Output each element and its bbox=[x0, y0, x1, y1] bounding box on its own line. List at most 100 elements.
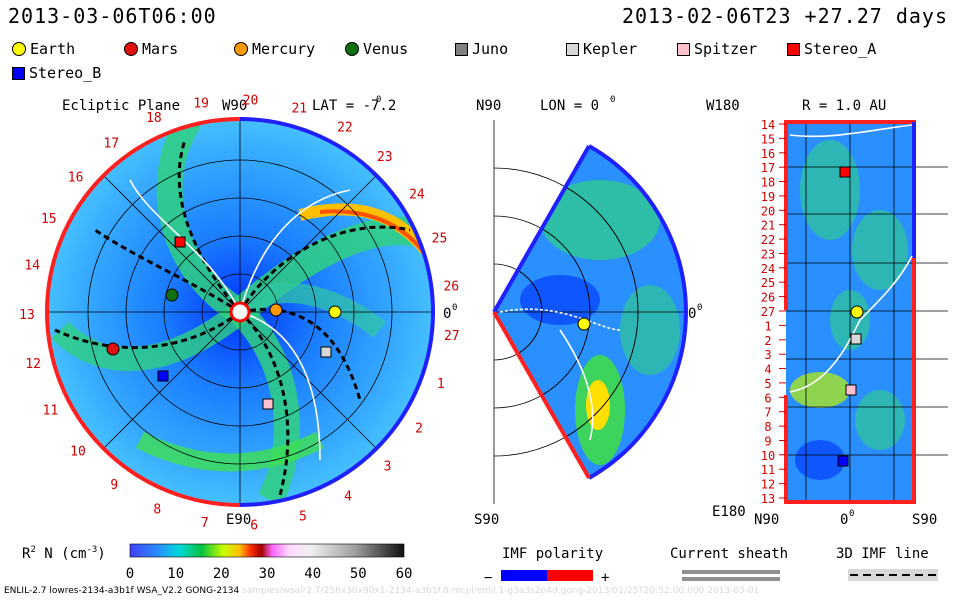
meridional-sheath-line bbox=[559, 329, 594, 441]
w90-label: W90 bbox=[222, 98, 247, 114]
radial-spitzer bbox=[845, 384, 857, 396]
legend-label: Juno bbox=[472, 40, 509, 58]
radial-n90: N90 bbox=[754, 512, 779, 528]
carrington-label: 19 bbox=[193, 97, 209, 112]
legend-item-juno: Juno bbox=[455, 40, 508, 58]
lon-label: LON = 0 bbox=[540, 98, 599, 114]
radial-row-label: 3 bbox=[764, 348, 771, 362]
radial-row-label: 2 bbox=[764, 334, 771, 348]
sheath-title: Current sheath bbox=[670, 546, 788, 562]
current-sheath-legend: Current sheath bbox=[670, 546, 788, 581]
colorbar-tick-label: 30 bbox=[259, 566, 276, 582]
stereo-a-marker bbox=[174, 236, 186, 248]
sun-marker bbox=[229, 301, 251, 323]
square-icon bbox=[566, 42, 579, 56]
footer-path: samples/wsalr2.7/256x30x90x1-2134-a3b1f.… bbox=[242, 586, 705, 596]
colorbar-label: R2 N (cm-3) bbox=[22, 545, 106, 562]
colorbar-tick-label: 60 bbox=[396, 566, 413, 582]
radial-border-neg bbox=[784, 120, 916, 504]
venus-marker bbox=[165, 288, 179, 302]
ecliptic-rim-negative bbox=[44, 117, 241, 507]
meridional-rim-top bbox=[588, 144, 688, 313]
carrington-label: 17 bbox=[103, 136, 119, 151]
radial-row-label: 1 bbox=[764, 319, 771, 333]
legend-item-kepler: Kepler bbox=[566, 40, 637, 58]
square-icon bbox=[455, 42, 468, 56]
radial-row-label: 24 bbox=[761, 262, 775, 276]
radial-row-label: 26 bbox=[761, 291, 775, 305]
carrington-label: 3 bbox=[384, 460, 392, 475]
radial-kepler bbox=[850, 333, 862, 345]
carrington-label: 26 bbox=[443, 279, 459, 294]
radial-row-label: 7 bbox=[764, 406, 771, 420]
legend-item-venus: Venus bbox=[345, 40, 408, 58]
square-icon bbox=[787, 42, 800, 56]
legend-label: Stereo_B bbox=[29, 64, 102, 82]
imf-plus: + bbox=[601, 570, 609, 586]
colorbar-tick-label: 10 bbox=[167, 566, 184, 582]
carrington-label: 6 bbox=[250, 519, 258, 534]
carrington-label: 23 bbox=[377, 150, 393, 165]
radial-row-label: 22 bbox=[761, 233, 775, 247]
carrington-label: 1 bbox=[437, 377, 445, 392]
radial-row-label: 17 bbox=[761, 161, 775, 175]
dot-icon bbox=[124, 42, 138, 56]
colorbar-tick-label: 20 bbox=[213, 566, 230, 582]
carrington-label: 9 bbox=[110, 478, 118, 493]
carrington-label: 24 bbox=[409, 187, 425, 202]
footer-info: ENLIL-2.7 lowres-2134-a3b1f WSA_V2.2 GON… bbox=[4, 586, 759, 596]
imf-3d-legend: 3D IMF line bbox=[836, 546, 938, 581]
current-time: 2013-03-06T06:00 bbox=[8, 4, 217, 28]
radial-sheath-line bbox=[789, 255, 913, 393]
stereo-b-marker bbox=[157, 370, 169, 382]
legend-item-spitzer: Spitzer bbox=[677, 40, 757, 58]
radial-zero-deg: 0 bbox=[849, 509, 854, 519]
e180-label: E180 bbox=[712, 504, 746, 520]
radial-row-label: 14 bbox=[761, 118, 775, 132]
dot-icon bbox=[234, 42, 248, 56]
carrington-label: 20 bbox=[243, 93, 259, 108]
radial-row-label: 4 bbox=[764, 363, 771, 377]
kepler-marker bbox=[320, 346, 332, 358]
radial-row-label: 20 bbox=[761, 204, 775, 218]
radial-row-label: 19 bbox=[761, 190, 775, 204]
ecliptic-zero: 0 bbox=[443, 306, 451, 322]
radial-grid bbox=[786, 122, 948, 502]
lat-label: LAT = -7.2 bbox=[312, 98, 396, 114]
imf-negative-swatch bbox=[501, 570, 547, 581]
lon-deg: 0 bbox=[610, 95, 615, 105]
radial-row-label: 25 bbox=[761, 276, 775, 290]
imf-title: IMF polarity bbox=[502, 546, 603, 562]
square-icon bbox=[677, 42, 690, 56]
imf-polarity-legend: IMF polarity − + bbox=[484, 546, 609, 586]
legend-label: Spitzer bbox=[694, 40, 758, 58]
carrington-label: 18 bbox=[146, 111, 162, 126]
meridional-imf-line bbox=[499, 308, 621, 331]
ecliptic-rim-positive bbox=[239, 117, 435, 313]
radial-row-label: 10 bbox=[761, 449, 775, 463]
footer-date: 2013-03-01 bbox=[707, 586, 760, 596]
radial-row-label: 23 bbox=[761, 248, 775, 262]
meridional-outer-rings bbox=[493, 120, 639, 504]
meridional-plane-panel: N90 LON = 0 0 S90 0 0 bbox=[474, 95, 702, 528]
colorbar-tick-label: 0 bbox=[126, 566, 134, 582]
meridional-edge-bottom bbox=[492, 311, 591, 479]
legend-item-earth: Earth bbox=[12, 40, 75, 58]
current-sheath-lines bbox=[54, 139, 411, 496]
earth-marker bbox=[328, 305, 342, 319]
radial-row-label: 8 bbox=[764, 420, 771, 434]
legend-item-mercury: Mercury bbox=[234, 40, 315, 58]
legend-label: Kepler bbox=[583, 40, 638, 58]
radial-earth bbox=[850, 305, 864, 319]
carrington-label: 12 bbox=[25, 357, 41, 372]
carrington-label: 21 bbox=[291, 101, 307, 116]
radial-sheath-top bbox=[789, 124, 913, 138]
carrington-label: 2 bbox=[415, 422, 423, 437]
meridional-zero: 0 bbox=[688, 306, 696, 322]
mercury-marker bbox=[269, 303, 283, 317]
carrington-label: 8 bbox=[153, 502, 161, 517]
dot-icon bbox=[12, 42, 26, 56]
legend-item-mars: Mars bbox=[124, 40, 178, 58]
ecliptic-rim-positive-2 bbox=[239, 311, 435, 507]
